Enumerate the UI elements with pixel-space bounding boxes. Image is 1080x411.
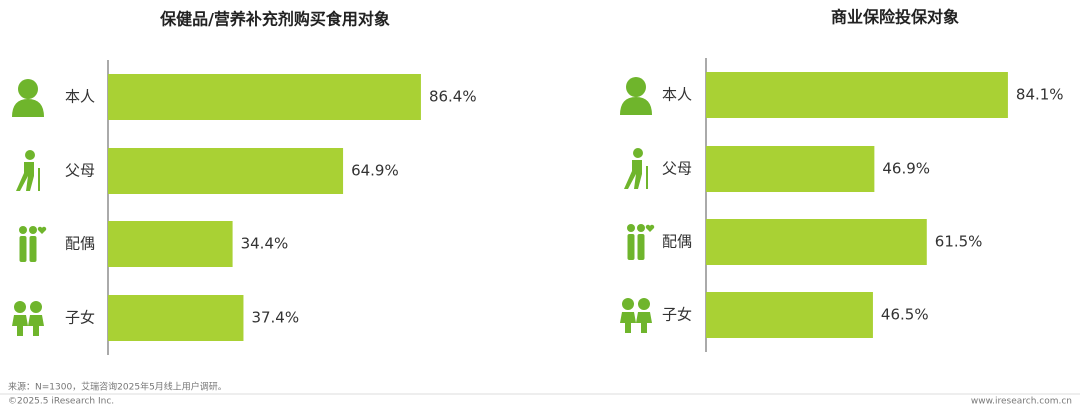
category-icon [19,226,47,262]
icon-heart [37,226,47,234]
icon-head [626,77,646,97]
category-icon [624,148,648,189]
bar [108,295,244,341]
bar [706,146,875,192]
icon-body [624,160,642,189]
category-icon [16,150,40,191]
icon-body [620,97,652,115]
category-icon [620,298,652,333]
icon-body [28,315,44,336]
icon-body [19,236,27,262]
category-label: 配偶 [65,235,95,253]
icon-body [12,315,28,336]
icon-body [16,162,34,191]
category-label: 配偶 [662,233,692,251]
category-label: 本人 [662,86,692,104]
chart-title: 保健品/营养补充剂购买食用对象 [159,10,390,29]
icon-head [633,148,643,158]
icon-head [14,301,26,313]
bar [706,72,1008,118]
category-label: 父母 [662,160,692,178]
value-label: 64.9% [351,162,399,180]
value-label: 86.4% [429,88,477,106]
value-label: 37.4% [251,309,299,327]
bar [108,148,344,194]
icon-head [627,224,635,232]
value-label: 46.5% [881,306,929,324]
icon-head [638,298,650,310]
value-label: 61.5% [935,233,983,251]
icon-head [18,79,38,99]
category-icon [12,79,44,117]
bar [706,219,927,265]
icon-head [637,224,645,232]
copyright: ©2025.5 iResearch Inc. [8,397,114,407]
category-icon [620,77,652,115]
icon-head [25,150,35,160]
category-label: 子女 [662,306,692,324]
icon-body [620,312,636,333]
category-icon [627,224,655,260]
icon-head [622,298,634,310]
bar [108,74,421,120]
value-label: 46.9% [882,160,930,178]
bar [108,221,233,267]
category-icon [12,301,44,336]
category-label: 本人 [65,88,95,106]
value-label: 34.4% [241,235,289,253]
value-label: 84.1% [1016,86,1064,104]
icon-head [30,301,42,313]
icon-body [627,234,635,260]
icon-body [12,99,44,117]
bar [706,292,873,338]
category-label: 子女 [65,309,95,327]
category-label: 父母 [65,162,95,180]
chart-title: 商业保险投保对象 [831,8,959,27]
icon-heart [645,224,655,232]
icon-body [29,236,37,262]
icon-body [636,312,652,333]
icon-body [637,234,645,260]
source-note: 来源：N=1300，艾瑞咨询2025年5月线上用户调研。 [8,381,227,393]
icon-head [29,226,37,234]
website: www.iresearch.com.cn [971,397,1072,407]
icon-head [19,226,27,234]
